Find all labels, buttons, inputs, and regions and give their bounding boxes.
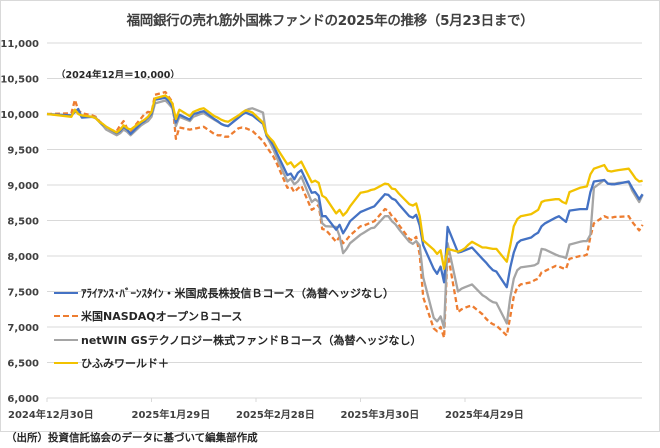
legend-label: netWIN GSテクノロジー株式ファンドＢコース（為替ヘッジなし） — [81, 333, 422, 347]
series-line-0 — [46, 96, 644, 289]
y-tick-label: 8,500 — [7, 217, 39, 228]
chart-title: 福岡銀行の売れ筋外国株ファンドの2025年の推移（5月23日まで） — [126, 13, 534, 29]
series-lines — [46, 90, 644, 339]
y-tick-label: 11,000 — [0, 39, 39, 50]
legend-swatch-orange — [54, 315, 78, 318]
y-tick-label: 9,500 — [7, 146, 39, 157]
x-tick-label: 2025年4月29日 — [445, 408, 524, 421]
legend: ｱﾗｲｱﾝｽ･ﾊﾞｰﾝｽﾀｲﾝ・米国成長株投信Ｂコース（為替ヘッジなし） 米国N… — [54, 281, 422, 375]
x-axis: 2024年12月30日 2025年1月29日 2025年2月28日 2025年3月30… — [8, 398, 524, 421]
x-tick-label: 2024年12月30日 — [8, 408, 94, 421]
y-tick-label: 6,500 — [7, 359, 39, 370]
legend-item-nasdaq: 米国NASDAQオープンＢコース — [54, 305, 422, 329]
y-tick-label: 7,000 — [7, 323, 39, 334]
chart-frame — [0, 0, 660, 432]
y-tick-label: 7,500 — [7, 288, 39, 299]
legend-swatch-yellow — [54, 362, 78, 365]
legend-swatch-blue — [54, 291, 78, 294]
legend-swatch-gray — [54, 338, 78, 341]
y-tick-label: 8,000 — [7, 252, 39, 263]
chart-annotation: （2024年12月＝10,000） — [56, 70, 180, 81]
y-tick-label: 10,000 — [0, 110, 39, 121]
legend-label: ｱﾗｲｱﾝｽ･ﾊﾞｰﾝｽﾀｲﾝ・米国成長株投信Ｂコース（為替ヘッジなし） — [81, 286, 394, 300]
legend-item-alliance: ｱﾗｲｱﾝｽ･ﾊﾞｰﾝｽﾀｲﾝ・米国成長株投信Ｂコース（為替ヘッジなし） — [54, 281, 422, 305]
y-tick-label: 6,000 — [7, 394, 39, 405]
x-tick-label: 2025年2月28日 — [236, 408, 315, 421]
x-tick-label: 2025年1月29日 — [132, 408, 211, 421]
y-tick-label: 9,000 — [7, 181, 39, 192]
source-note: （出所）投資信託協会のデータに基づいて編集部作成 — [6, 432, 258, 444]
y-axis-ticks: 6,000 6,500 7,000 7,500 8,000 8,500 9,000 9,500… — [0, 39, 39, 405]
x-tick-label: 2025年3月30日 — [341, 408, 420, 421]
gridlines — [47, 42, 642, 399]
legend-label: 米国NASDAQオープンＢコース — [81, 310, 243, 324]
y-tick-label: 10,500 — [0, 75, 39, 86]
legend-item-hifumi: ひふみワールド＋ — [54, 352, 422, 376]
line-chart: 6,000 6,500 7,000 7,500 8,000 8,500 9,000 9,500… — [0, 39, 644, 421]
legend-item-netwin: netWIN GSテクノロジー株式ファンドＢコース（為替ヘッジなし） — [54, 328, 422, 352]
series-line-2 — [46, 99, 644, 329]
series-line-1 — [46, 90, 644, 339]
legend-label: ひふみワールド＋ — [81, 357, 169, 371]
series-line-3 — [46, 94, 643, 270]
